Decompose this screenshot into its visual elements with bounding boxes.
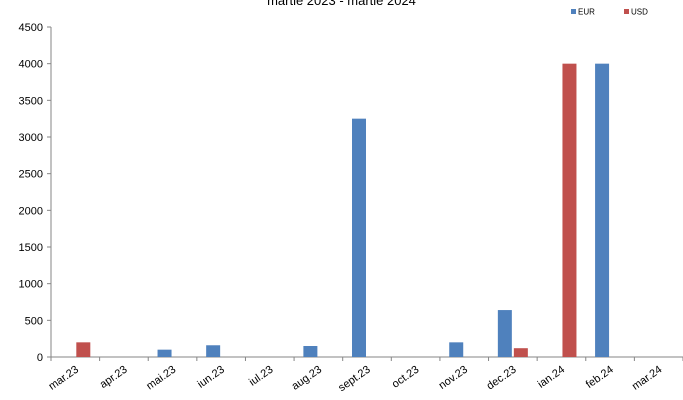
bar-eur-nov.23 xyxy=(449,342,464,357)
x-tick-label: mai.23 xyxy=(144,364,178,393)
y-tick-label: 3000 xyxy=(19,132,43,144)
bar-eur-sept.23 xyxy=(352,118,366,358)
legend-swatch-eur xyxy=(571,9,576,14)
x-tick-label: sept.23 xyxy=(336,364,372,395)
x-tick-label: oct.23 xyxy=(390,364,421,391)
x-tick-label: aug.23 xyxy=(290,364,324,393)
y-tick-label: 1000 xyxy=(19,279,43,291)
y-tick-label: 4000 xyxy=(19,59,43,71)
x-tick-label: mar.23 xyxy=(47,364,81,393)
chart-legend: EUR USD xyxy=(571,8,648,17)
chart-axes xyxy=(47,26,683,361)
x-tick-label: mar.24 xyxy=(630,364,664,393)
bar-eur-dec.23 xyxy=(497,310,512,357)
y-tick-label: 4500 xyxy=(19,22,43,34)
legend-label-usd: USD xyxy=(631,8,648,17)
y-tick-label: 1500 xyxy=(19,242,43,254)
bar-eur-aug.23 xyxy=(303,346,318,357)
bar-usd-mar.23 xyxy=(76,342,91,357)
y-tick-label: 500 xyxy=(25,315,43,327)
bar-eur-mai.23 xyxy=(157,349,172,357)
y-tick-label: 0 xyxy=(37,352,43,364)
y-tick-label: 2000 xyxy=(19,205,43,217)
y-tick-label: 2500 xyxy=(19,169,43,181)
x-tick-label: dec.23 xyxy=(485,364,519,393)
y-axis-tick-labels: 0 500 1000 1500 2000 2500 3000 3500 4000 4500 xyxy=(19,22,43,364)
bar-eur-feb.24 xyxy=(595,63,610,358)
x-tick-label: iun.23 xyxy=(195,364,226,391)
legend-label-eur: EUR xyxy=(578,8,595,17)
x-tick-label: feb.24 xyxy=(584,364,616,391)
x-axis-tick-labels: mar.23 apr.23 mai.23 iun.23 iul.23 aug.23 sept… xyxy=(47,364,665,395)
x-tick-label: apr.23 xyxy=(98,364,130,391)
chart-title: martie 2023 - martie 2024 xyxy=(267,0,416,8)
y-tick-label: 3500 xyxy=(19,95,43,107)
x-tick-label: iul.23 xyxy=(247,364,275,389)
legend-swatch-usd xyxy=(624,9,629,14)
bar-eur-iun.23 xyxy=(206,345,221,357)
x-tick-label: ian.24 xyxy=(536,364,567,391)
bar-usd-ian.24 xyxy=(562,63,577,358)
bar-usd-dec.23 xyxy=(513,348,528,357)
x-tick-label: nov.23 xyxy=(437,364,470,392)
chart-bars xyxy=(76,63,610,358)
